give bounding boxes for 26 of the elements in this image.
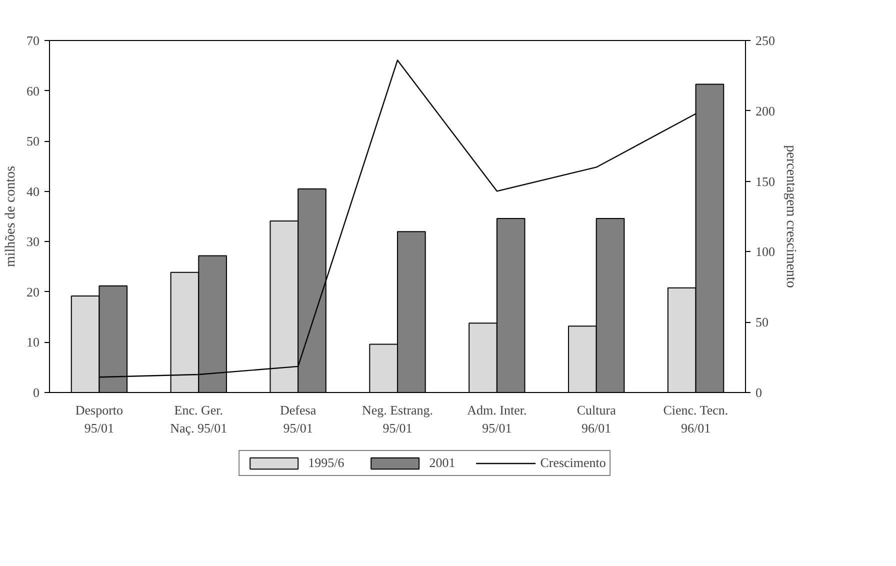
y-tick-label: 10: [26, 334, 40, 350]
y-tick-label: 40: [26, 184, 40, 199]
y-tick-label: 0: [33, 385, 40, 400]
x-tick-label: Desporto 95/01: [75, 402, 124, 436]
y-tick-label: 30: [26, 234, 40, 250]
x-tick-label: Neg. Estrang. 95/01: [362, 402, 434, 436]
y-tick-label: 50: [26, 134, 40, 149]
y2-tick-label: 50: [756, 314, 768, 330]
x-tick-label: Defesa 95/01: [280, 402, 316, 436]
x-tick-label: Cultura 96/01: [576, 402, 616, 436]
y-axis-title: milhões de contos: [4, 166, 18, 268]
y2-tick-label: 250: [756, 33, 775, 48]
y2-tick-label: 100: [756, 244, 775, 260]
y2-tick-label: 150: [756, 174, 775, 189]
x-tick-label: Cienc. Tecn. 96/01: [663, 402, 728, 436]
x-tick-label: Enc. Ger. Naç. 95/01: [170, 402, 228, 436]
y-tick-label: 20: [26, 284, 40, 300]
x-tick-label: Adm. Inter. 95/01: [467, 402, 527, 436]
y2-axis-title: percentagem crescimento: [783, 145, 798, 288]
legend-label: 1995/6: [308, 455, 344, 471]
legend-label: Crescimento: [540, 455, 606, 471]
y2-tick-label: 0: [756, 385, 762, 400]
y2-tick-label: 200: [756, 103, 775, 118]
y-tick-label: 70: [26, 33, 40, 48]
legend-label: 2001: [429, 455, 456, 471]
y-tick-label: 60: [26, 83, 40, 98]
